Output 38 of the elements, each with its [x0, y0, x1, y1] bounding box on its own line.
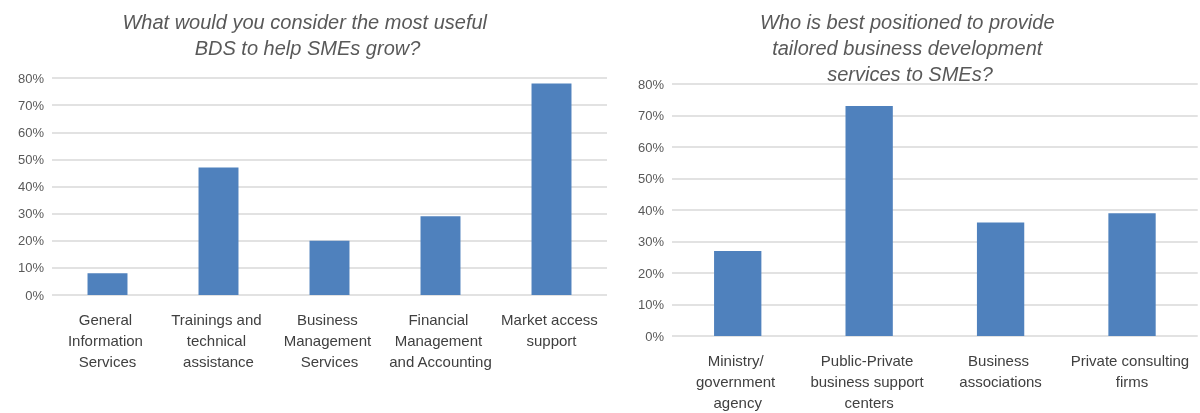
y-tick-label: 50%	[637, 171, 665, 186]
y-tick-label: 80%	[17, 70, 45, 86]
y-tick-label: 30%	[17, 206, 45, 222]
y-tick-label: 80%	[637, 76, 665, 92]
bar	[420, 216, 461, 295]
bar	[976, 222, 1025, 336]
y-tick-label: 70%	[637, 108, 665, 123]
x-tick-label: Ministry/ government agency	[696, 352, 780, 411]
x-tick-label: Private consulting firms	[1070, 352, 1194, 390]
x-tick-label: Market access support	[501, 311, 602, 349]
y-tick-label: 10%	[637, 297, 665, 312]
y-tick-label: 40%	[17, 179, 45, 194]
x-tick-label: Business Management Services	[283, 311, 376, 370]
y-tick-label: 0%	[25, 287, 45, 303]
y-tick-label: 60%	[637, 139, 665, 155]
x-tick-label: Financial Management and Accounting	[389, 311, 492, 370]
chart-title: Who is best positioned to provide tailored business development services to SMEs?	[759, 11, 1061, 85]
bar	[87, 273, 128, 295]
y-tick-label: 70%	[17, 97, 45, 113]
bar	[845, 106, 893, 336]
y-tick-label: 40%	[637, 202, 665, 218]
y-tick-label: 20%	[637, 265, 665, 281]
bar	[198, 167, 239, 295]
bar	[714, 250, 762, 336]
x-tick-label: Business associations	[959, 352, 1042, 390]
y-tick-label: 10%	[17, 260, 45, 276]
x-tick-label: General Information Services	[67, 311, 148, 370]
y-tick-label: 0%	[645, 328, 665, 344]
y-tick-label: 20%	[17, 233, 45, 249]
chart-title: What would you consider the most useful BDS to help SMEs grow?	[122, 11, 493, 59]
bar	[531, 83, 572, 295]
x-tick-label: Trainings and technical assistance	[171, 311, 266, 370]
x-tick-label: Public-Private business support centers	[810, 352, 928, 411]
y-tick-label: 30%	[637, 234, 665, 249]
y-tick-label: 50%	[17, 151, 45, 167]
bar	[1108, 213, 1156, 336]
y-tick-label: 60%	[17, 124, 45, 140]
bar	[309, 240, 350, 295]
